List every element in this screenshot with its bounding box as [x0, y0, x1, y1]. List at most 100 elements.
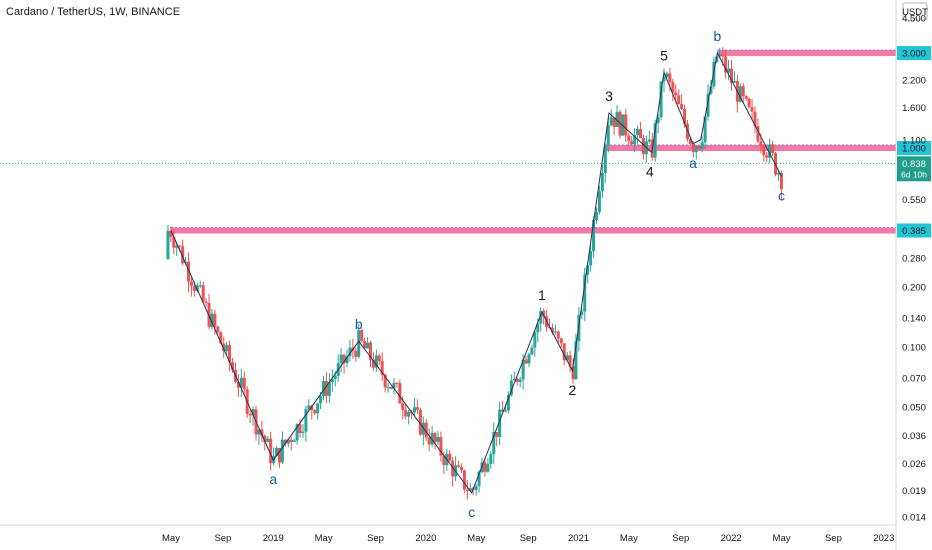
candle-body: [269, 438, 273, 464]
candle-body: [225, 345, 229, 352]
candle-body: [442, 455, 446, 466]
y-tick-label: 1.100: [902, 135, 926, 146]
candle-body: [169, 230, 173, 237]
candle-body: [603, 145, 607, 173]
candle-body: [665, 73, 669, 77]
candle-body: [779, 173, 783, 190]
candle-body: [688, 139, 692, 144]
candle-body: [189, 281, 193, 287]
candle-body: [703, 116, 707, 143]
candle-body: [600, 172, 604, 192]
candle-body: [744, 96, 748, 99]
x-tick-label: Sep: [520, 533, 537, 544]
candle-body: [730, 68, 734, 83]
wave-label: b: [714, 28, 722, 44]
candle-body: [589, 251, 593, 266]
candle-body: [718, 54, 722, 57]
zone-price-tag: [897, 223, 931, 238]
x-tick-label: May: [467, 533, 485, 544]
candle-body: [330, 378, 334, 383]
candle-body: [371, 359, 375, 368]
candle-body: [606, 125, 610, 146]
x-tick-label: Sep: [825, 533, 842, 544]
candle-body: [448, 453, 452, 461]
candle-body: [430, 433, 434, 445]
x-tick-label: 2023: [873, 533, 894, 544]
candle-body: [172, 236, 176, 248]
candle-body: [239, 377, 243, 388]
candle-body: [307, 405, 311, 410]
candle-body: [592, 219, 596, 252]
candle-body: [424, 422, 428, 438]
wave-label: a: [689, 155, 697, 171]
current-price-tag: [897, 156, 931, 182]
candle-body: [656, 117, 660, 124]
candle-body: [263, 435, 267, 442]
candle-body: [283, 439, 287, 444]
x-tick-label: May: [315, 533, 333, 544]
candle-body: [166, 230, 170, 259]
candle-body: [465, 489, 469, 491]
y-tick-label: 0.036: [902, 431, 926, 442]
candle-body: [715, 56, 719, 62]
candle-body: [395, 382, 399, 384]
candle-body: [178, 245, 182, 247]
candle-body: [521, 359, 525, 380]
resistance-zone: [171, 227, 896, 234]
candle-body: [724, 56, 728, 73]
candle-body: [489, 454, 493, 465]
candle-body: [289, 439, 293, 442]
candle-body: [759, 141, 763, 147]
candle-body: [222, 343, 226, 352]
candle-body: [219, 332, 223, 344]
candle-body: [433, 433, 437, 442]
wave-label: 1: [538, 287, 546, 303]
candle-body: [562, 343, 566, 361]
candle-body: [709, 86, 713, 94]
candle-body: [753, 111, 757, 127]
candle-body: [527, 354, 531, 364]
candle-body: [594, 211, 598, 220]
x-tick-label: Sep: [367, 533, 384, 544]
candle-body: [436, 437, 440, 442]
candle-body: [580, 311, 584, 315]
wave-label: c: [778, 187, 785, 203]
candle-body: [727, 68, 731, 73]
candle-body: [374, 355, 378, 368]
candle-body: [327, 382, 331, 396]
y-tick-label: 4.500: [902, 14, 926, 25]
candle-body: [674, 92, 678, 96]
candle-body: [415, 407, 419, 410]
candle-body: [768, 144, 772, 158]
candle-body: [368, 342, 372, 360]
candle-body: [357, 330, 361, 357]
candle-body: [732, 80, 736, 83]
candle-body: [765, 155, 769, 158]
candle-body: [774, 153, 778, 175]
candle-body: [204, 301, 208, 304]
candle-body: [377, 355, 381, 362]
candle-body: [515, 378, 519, 382]
candle-body: [392, 382, 396, 389]
candle-body: [389, 386, 393, 389]
candle-body: [483, 462, 487, 472]
candle-body: [292, 440, 296, 442]
zone-price-label: 0.385: [902, 226, 926, 237]
candle-body: [503, 410, 507, 412]
candle-body: [536, 323, 540, 333]
candle-body: [671, 82, 675, 93]
candle-body: [750, 107, 754, 112]
candle-body: [680, 104, 684, 110]
candle-body: [298, 424, 302, 433]
candle-body: [712, 61, 716, 87]
candle-body: [706, 93, 710, 117]
candle-body: [636, 129, 640, 136]
candle-body: [175, 245, 179, 248]
candle-body: [316, 403, 320, 414]
candle-body: [662, 76, 666, 82]
candle-body: [553, 331, 557, 333]
candle-body: [386, 386, 390, 388]
candle-body: [492, 432, 496, 455]
x-tick-label: 2019: [263, 533, 284, 544]
